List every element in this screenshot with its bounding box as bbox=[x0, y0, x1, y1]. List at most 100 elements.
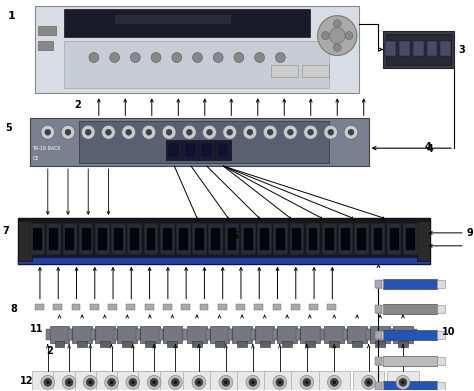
Circle shape bbox=[62, 375, 76, 389]
Bar bbox=[30, 118, 369, 166]
Bar bbox=[30, 223, 45, 255]
Bar bbox=[130, 228, 139, 250]
Bar bbox=[255, 326, 274, 343]
Bar bbox=[18, 218, 430, 264]
Bar bbox=[383, 279, 438, 289]
Bar bbox=[319, 371, 350, 391]
Bar bbox=[271, 65, 298, 77]
Circle shape bbox=[330, 378, 338, 386]
Bar bbox=[136, 328, 140, 341]
Bar bbox=[115, 328, 118, 341]
Bar bbox=[322, 223, 337, 255]
Bar bbox=[192, 341, 202, 348]
Circle shape bbox=[275, 52, 285, 63]
Bar bbox=[375, 341, 385, 348]
Bar bbox=[111, 223, 126, 255]
Circle shape bbox=[110, 381, 113, 384]
Text: CE: CE bbox=[33, 156, 39, 161]
Bar bbox=[165, 140, 182, 160]
Circle shape bbox=[234, 52, 244, 63]
Bar bbox=[53, 304, 62, 310]
Bar bbox=[387, 223, 401, 255]
Bar bbox=[140, 326, 160, 343]
Circle shape bbox=[126, 129, 132, 135]
Bar bbox=[320, 328, 325, 341]
Circle shape bbox=[83, 375, 97, 389]
Bar bbox=[302, 65, 329, 77]
Circle shape bbox=[273, 375, 287, 389]
Circle shape bbox=[224, 381, 228, 384]
Bar bbox=[374, 357, 383, 365]
Circle shape bbox=[278, 381, 281, 384]
Bar bbox=[159, 328, 163, 341]
Bar bbox=[367, 328, 371, 341]
Text: 6: 6 bbox=[231, 231, 238, 241]
Bar bbox=[374, 382, 383, 390]
Circle shape bbox=[318, 16, 357, 56]
Bar bbox=[225, 223, 239, 255]
Bar bbox=[366, 328, 370, 341]
Circle shape bbox=[146, 129, 152, 135]
Bar bbox=[352, 341, 362, 348]
Bar bbox=[215, 140, 231, 160]
Circle shape bbox=[85, 129, 91, 135]
Circle shape bbox=[333, 20, 341, 28]
Bar bbox=[353, 371, 384, 391]
Text: 4: 4 bbox=[427, 144, 433, 154]
Bar bbox=[33, 228, 42, 250]
Circle shape bbox=[255, 52, 264, 63]
Bar bbox=[291, 371, 322, 391]
Circle shape bbox=[304, 125, 318, 139]
Bar bbox=[69, 328, 73, 341]
Bar bbox=[146, 228, 155, 250]
Bar bbox=[187, 326, 207, 343]
Circle shape bbox=[65, 378, 73, 386]
Bar bbox=[198, 140, 215, 160]
Bar bbox=[383, 356, 438, 366]
Circle shape bbox=[166, 129, 172, 135]
Bar bbox=[114, 14, 231, 23]
Bar bbox=[228, 328, 232, 341]
Bar bbox=[68, 328, 73, 341]
Circle shape bbox=[45, 129, 51, 135]
Bar bbox=[309, 304, 318, 310]
Bar bbox=[186, 144, 195, 156]
Circle shape bbox=[61, 125, 75, 139]
Bar bbox=[95, 223, 109, 255]
Circle shape bbox=[300, 375, 314, 389]
Text: 1: 1 bbox=[8, 11, 15, 21]
Bar bbox=[291, 304, 300, 310]
Bar bbox=[277, 326, 297, 343]
Circle shape bbox=[86, 378, 94, 386]
Bar bbox=[260, 228, 269, 250]
Bar bbox=[74, 371, 106, 391]
Bar bbox=[210, 371, 242, 391]
Text: 7: 7 bbox=[3, 226, 9, 236]
Bar bbox=[77, 341, 87, 348]
Bar bbox=[241, 223, 255, 255]
Bar bbox=[347, 326, 367, 343]
Bar bbox=[232, 326, 252, 343]
Bar bbox=[305, 341, 315, 348]
Bar bbox=[96, 371, 127, 391]
Bar bbox=[79, 223, 93, 255]
Circle shape bbox=[344, 125, 358, 139]
Bar bbox=[390, 228, 399, 250]
Bar bbox=[64, 41, 329, 88]
Bar bbox=[290, 223, 304, 255]
Bar bbox=[179, 228, 188, 250]
Circle shape bbox=[303, 378, 311, 386]
Circle shape bbox=[362, 375, 375, 389]
Bar bbox=[325, 326, 344, 343]
Circle shape bbox=[130, 52, 140, 63]
Text: 12: 12 bbox=[20, 377, 34, 386]
Circle shape bbox=[153, 381, 155, 384]
Bar bbox=[264, 371, 296, 391]
Bar bbox=[18, 258, 430, 264]
Bar bbox=[273, 328, 277, 341]
Text: 4: 4 bbox=[425, 142, 431, 152]
Bar bbox=[292, 228, 301, 250]
Bar bbox=[108, 304, 117, 310]
Bar bbox=[35, 6, 359, 93]
Bar bbox=[183, 371, 215, 391]
